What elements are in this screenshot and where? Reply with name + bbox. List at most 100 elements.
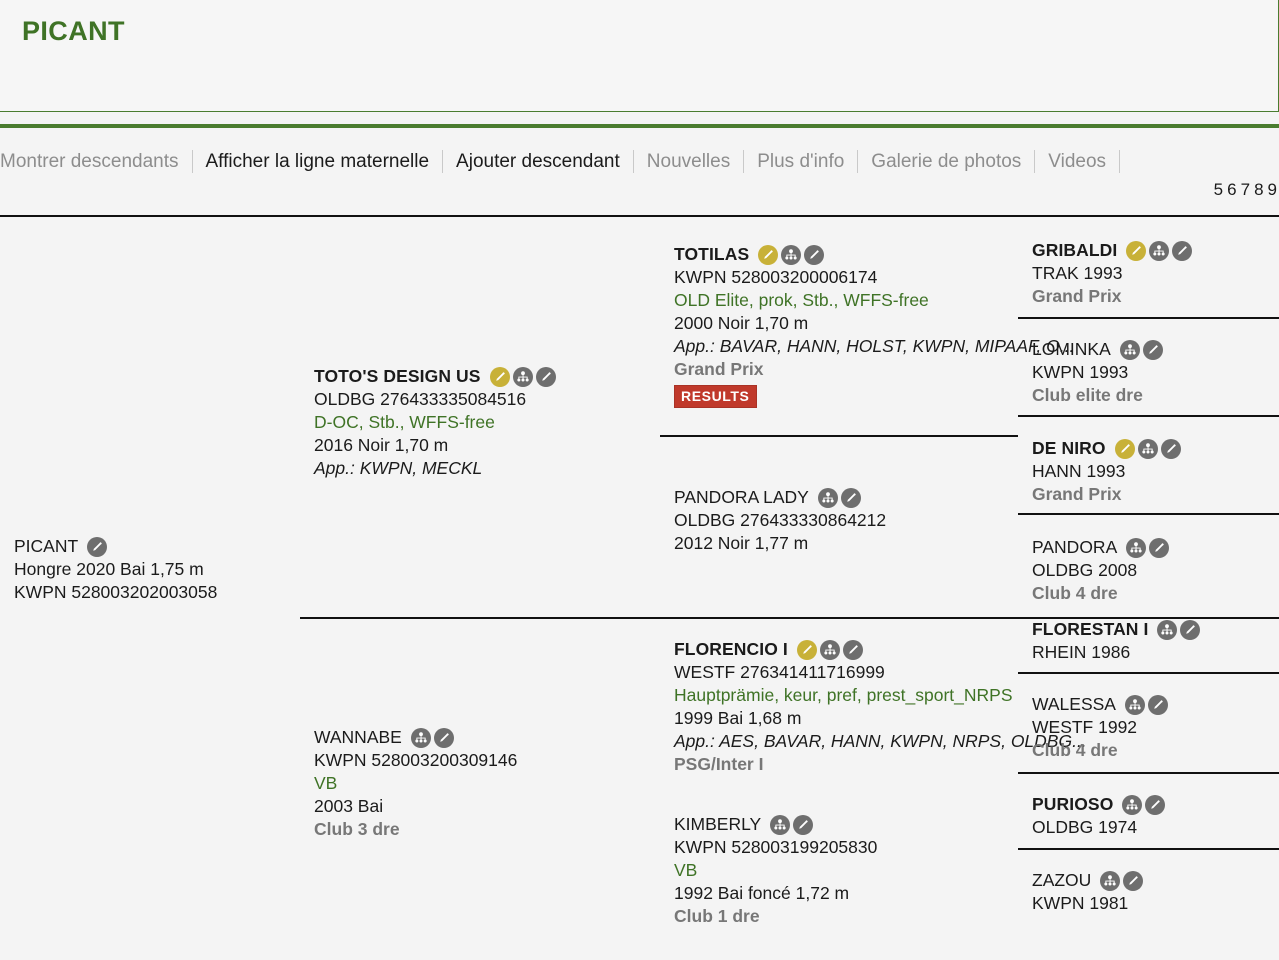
edit-pen-icon[interactable] xyxy=(1142,339,1163,360)
horse-name[interactable]: PURIOSO xyxy=(1032,794,1114,814)
pedigree-icon[interactable] xyxy=(770,814,791,835)
subject-cell[interactable]: PICANT Hongre 2020 Bai 1,75 m KWPN 5280032… xyxy=(0,535,300,604)
horse-name[interactable]: PANDORA LADY xyxy=(674,487,809,507)
horse-name[interactable]: FLORENCIO I xyxy=(674,639,788,659)
tab-ajouter-descendant[interactable]: Ajouter descendant xyxy=(456,150,620,172)
horse-card[interactable]: PURIOSO OLDBG 1974 xyxy=(1018,793,1279,839)
horse-card[interactable]: LOMINKA KWPN 1993 Club elite dre xyxy=(1018,338,1279,407)
horse-card[interactable]: ZAZOU KWPN 1981 xyxy=(1018,869,1279,915)
horse-card[interactable]: PICANT Hongre 2020 Bai 1,75 m KWPN 5280032… xyxy=(0,535,300,604)
horse-card[interactable]: TOTO'S DESIGN US OLDBG 276433335084516 D-O… xyxy=(300,365,660,480)
pedigree-icon[interactable] xyxy=(817,487,838,508)
horse-name[interactable]: TOTO'S DESIGN US xyxy=(314,366,481,386)
row-icons xyxy=(817,487,861,508)
pedigree-icon[interactable] xyxy=(512,366,533,387)
horse-name[interactable]: PICANT xyxy=(14,536,79,556)
gen2-cell-1[interactable]: PANDORA LADY OLDBG 276433330864212 2012 No… xyxy=(660,486,1018,555)
gen3-cell-3[interactable]: PANDORA OLDBG 2008 Club 4 dre xyxy=(1018,536,1279,605)
horse-card[interactable]: FLORENCIO I WESTF 276341411716999 Hauptprä… xyxy=(660,638,1087,777)
horse-name[interactable]: KIMBERLY xyxy=(674,814,762,834)
horse-name[interactable]: DE NIRO xyxy=(1032,438,1106,458)
pen-icon[interactable] xyxy=(758,244,779,265)
horse-name[interactable]: WANNABE xyxy=(314,727,402,747)
gen3-cell-2[interactable]: DE NIRO HANN 1993 Grand Prix xyxy=(1018,437,1279,506)
nav-separator xyxy=(857,149,859,173)
page-link-8[interactable]: 8 xyxy=(1254,180,1264,199)
horse-name[interactable]: TOTILAS xyxy=(674,244,750,264)
tab-galerie-de-photos[interactable]: Galerie de photos xyxy=(871,150,1022,172)
pen-icon[interactable] xyxy=(796,639,817,660)
pedigree-icon[interactable] xyxy=(1119,339,1140,360)
page-link-5[interactable]: 5 xyxy=(1213,180,1224,199)
edit-pen-icon[interactable] xyxy=(1123,870,1144,891)
pedigree-icon[interactable] xyxy=(781,244,802,265)
tab-nouvelles[interactable]: Nouvelles xyxy=(646,150,731,172)
edit-pen-icon[interactable] xyxy=(535,366,556,387)
tab-montrer-descendants[interactable]: Montrer descendants xyxy=(0,150,179,172)
page-link-7[interactable]: 7 xyxy=(1240,180,1251,199)
horse-card[interactable]: PANDORA LADY OLDBG 276433330864212 2012 No… xyxy=(660,486,1018,555)
horse-card[interactable]: GRIBALDI TRAK 1993 Grand Prix xyxy=(1018,239,1279,308)
horse-card[interactable]: PANDORA OLDBG 2008 Club 4 dre xyxy=(1018,536,1279,605)
gen2-cell-3[interactable]: KIMBERLY KWPN 528003199205830 VB 1992 Bai f… xyxy=(660,813,1018,928)
horse-name[interactable]: GRIBALDI xyxy=(1032,240,1118,260)
results-badge[interactable]: RESULTS xyxy=(674,384,757,408)
edit-pen-icon[interactable] xyxy=(1147,694,1168,715)
horse-name[interactable]: LOMINKA xyxy=(1032,339,1111,359)
pedigree-icon[interactable] xyxy=(819,639,840,660)
tab-videos[interactable]: Videos xyxy=(1048,150,1107,172)
horse-detail-line: Grand Prix xyxy=(1032,286,1122,307)
gen3-divider-0 xyxy=(1018,317,1279,319)
horse-name-row: ZAZOU xyxy=(1032,869,1265,892)
pedigree-icon[interactable] xyxy=(1157,619,1178,640)
horse-card[interactable]: DE NIRO HANN 1993 Grand Prix xyxy=(1018,437,1279,506)
pedigree-icon[interactable] xyxy=(1100,870,1121,891)
gen3-cell-0[interactable]: GRIBALDI TRAK 1993 Grand Prix xyxy=(1018,239,1279,308)
horse-name[interactable]: ZAZOU xyxy=(1032,870,1092,890)
horse-card[interactable]: FLORESTAN I RHEIN 1986 xyxy=(1018,618,1279,664)
horse-detail-line: D-OC, Stb., WFFS-free xyxy=(314,412,495,433)
page-link-9[interactable]: 9 xyxy=(1267,180,1277,199)
edit-pen-icon[interactable] xyxy=(1149,537,1170,558)
gen3-cell-5[interactable]: WALESSA WESTF 1992 Club 4 dre xyxy=(1018,693,1279,762)
horse-name[interactable]: FLORESTAN I xyxy=(1032,619,1149,639)
pedigree-icon[interactable] xyxy=(1137,438,1158,459)
gen1-cell-sire[interactable]: TOTO'S DESIGN US OLDBG 276433335084516 D-O… xyxy=(300,365,660,480)
pedigree-icon[interactable] xyxy=(1124,694,1145,715)
pen-icon[interactable] xyxy=(489,366,510,387)
horse-detail-line: KWPN 528003200006174 xyxy=(674,267,878,288)
pedigree-icon[interactable] xyxy=(1126,537,1147,558)
edit-pen-icon[interactable] xyxy=(1145,794,1166,815)
pen-icon[interactable] xyxy=(1126,240,1147,261)
edit-pen-icon[interactable] xyxy=(1160,438,1181,459)
tab-plus-d-info[interactable]: Plus d'info xyxy=(757,150,845,172)
gen2-cell-0[interactable]: TOTILAS KWPN 528003200006174 OLD Elite, pr… xyxy=(660,243,1074,408)
page-link-6[interactable]: 6 xyxy=(1227,180,1237,199)
gen1-cell-dam[interactable]: WANNABE KWPN 528003200309146 VB 2003 Bai Clu… xyxy=(300,726,660,841)
gen2-cell-2[interactable]: FLORENCIO I WESTF 276341411716999 Hauptprä… xyxy=(660,638,1087,777)
edit-pen-icon[interactable] xyxy=(1180,619,1201,640)
edit-pen-icon[interactable] xyxy=(87,536,108,557)
horse-card[interactable]: WALESSA WESTF 1992 Club 4 dre xyxy=(1018,693,1279,762)
edit-pen-icon[interactable] xyxy=(433,727,454,748)
tab-afficher-la-ligne-maternelle[interactable]: Afficher la ligne maternelle xyxy=(205,150,430,172)
horse-card[interactable]: WANNABE KWPN 528003200309146 VB 2003 Bai Clu… xyxy=(300,726,660,841)
horse-card[interactable]: KIMBERLY KWPN 528003199205830 VB 1992 Bai f… xyxy=(660,813,1018,928)
horse-name[interactable]: PANDORA xyxy=(1032,537,1118,557)
edit-pen-icon[interactable] xyxy=(842,639,863,660)
pedigree-icon[interactable] xyxy=(410,727,431,748)
pedigree-icon[interactable] xyxy=(1122,794,1143,815)
gen3-cell-1[interactable]: LOMINKA KWPN 1993 Club elite dre xyxy=(1018,338,1279,407)
pedigree-icon[interactable] xyxy=(1149,240,1170,261)
pedigree-column-gen1: TOTO'S DESIGN US OLDBG 276433335084516 D-O… xyxy=(300,217,660,960)
gen3-cell-4[interactable]: FLORESTAN I RHEIN 1986 xyxy=(1018,618,1279,664)
edit-pen-icon[interactable] xyxy=(804,244,825,265)
edit-pen-icon[interactable] xyxy=(793,814,814,835)
horse-name[interactable]: WALESSA xyxy=(1032,694,1116,714)
edit-pen-icon[interactable] xyxy=(840,487,861,508)
pen-icon[interactable] xyxy=(1114,438,1135,459)
gen3-cell-6[interactable]: PURIOSO OLDBG 1974 xyxy=(1018,793,1279,839)
edit-pen-icon[interactable] xyxy=(1172,240,1193,261)
gen3-cell-7[interactable]: ZAZOU KWPN 1981 xyxy=(1018,869,1279,915)
horse-card[interactable]: TOTILAS KWPN 528003200006174 OLD Elite, pr… xyxy=(660,243,1074,408)
